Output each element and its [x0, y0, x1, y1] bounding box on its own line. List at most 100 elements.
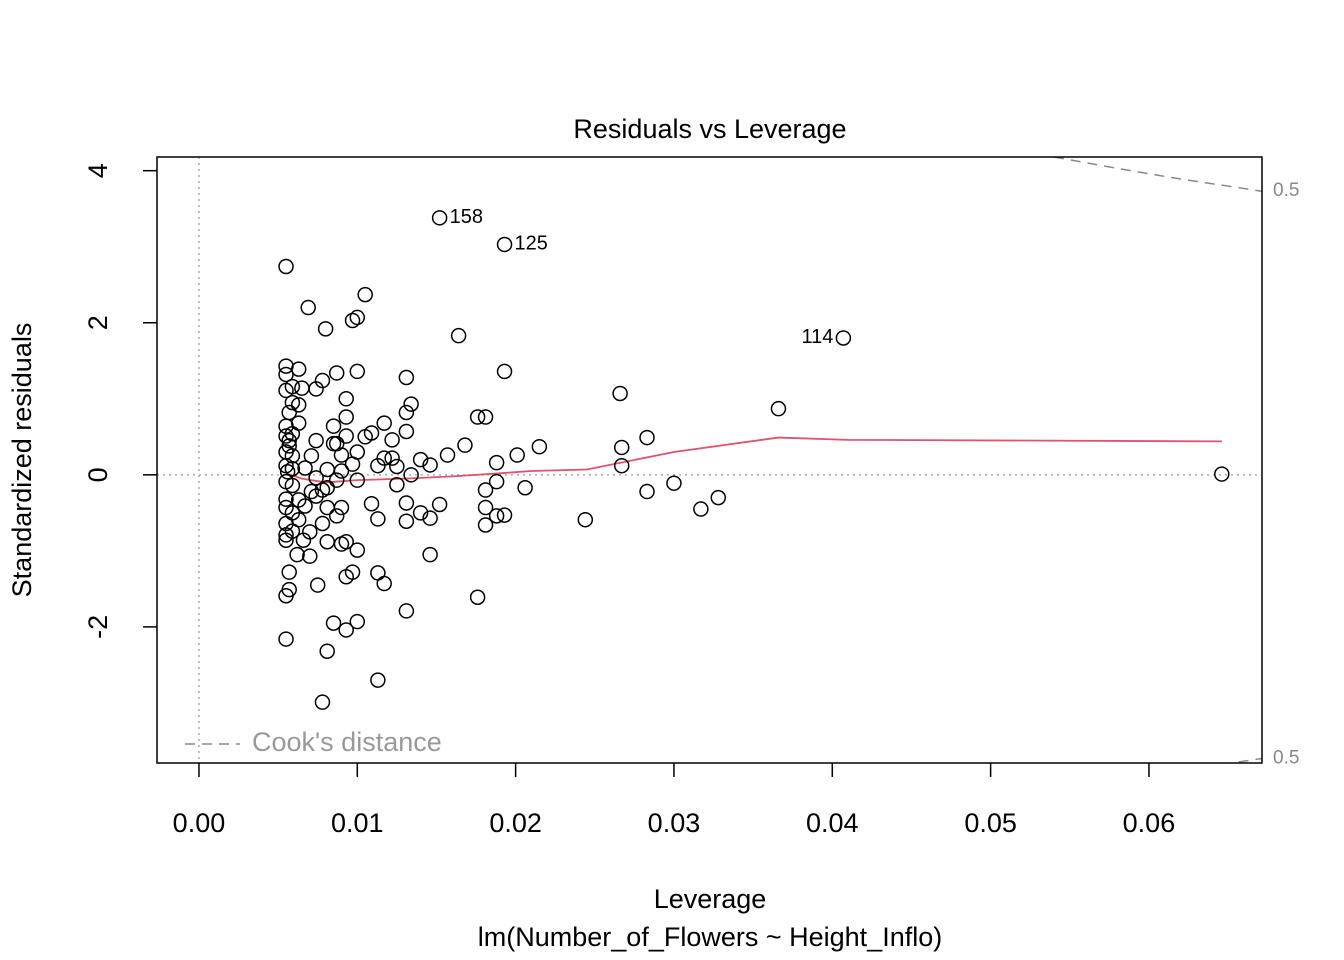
cooks-distance-line: [1053, 157, 1262, 192]
point: [835, 330, 852, 346]
point: [278, 358, 294, 374]
point: [278, 382, 294, 399]
point: [303, 448, 320, 464]
point: [338, 622, 354, 638]
point: [325, 435, 342, 452]
point: [398, 404, 415, 421]
y-tick-label: 2: [83, 315, 113, 330]
point: [278, 515, 294, 532]
smooth-line: [285, 436, 1222, 484]
point: [294, 380, 310, 396]
point: [349, 472, 366, 488]
x-tick-label: 0.05: [964, 808, 1017, 838]
point: [319, 643, 335, 659]
point: [488, 508, 505, 524]
point: [281, 438, 297, 454]
point: [457, 437, 473, 453]
point: [577, 511, 594, 528]
point: [431, 496, 448, 513]
point: [469, 589, 486, 605]
point: [363, 495, 380, 512]
point: [319, 499, 335, 516]
point: [328, 435, 345, 452]
point: [281, 564, 297, 580]
point: [370, 511, 386, 527]
point: [1214, 466, 1230, 482]
point: [384, 450, 400, 466]
y-tick-label: 0: [83, 467, 113, 482]
chart-title: Residuals vs Leverage: [573, 114, 846, 144]
cooks-level-label: 0.5: [1273, 180, 1299, 201]
point: [278, 457, 294, 474]
point: [328, 472, 345, 488]
point: [384, 432, 400, 448]
point: [290, 361, 307, 377]
point: [389, 458, 405, 475]
point: [278, 366, 294, 383]
point: [422, 457, 438, 473]
point: [314, 515, 331, 532]
point: [308, 470, 324, 486]
point: [308, 488, 324, 504]
point: [290, 397, 307, 413]
point: [389, 476, 405, 493]
point: [496, 236, 513, 253]
x-tick-label: 0.04: [806, 808, 859, 838]
point: [639, 483, 655, 500]
point: [370, 672, 386, 688]
cooks-distance-line: [1226, 757, 1262, 763]
point: [278, 428, 294, 444]
point: [488, 473, 505, 490]
point: [325, 418, 342, 434]
point: [344, 312, 361, 329]
point: [450, 327, 467, 344]
point-label: 125: [515, 233, 548, 255]
point: [290, 492, 307, 508]
point: [295, 532, 312, 548]
point: [770, 400, 787, 417]
point: [338, 568, 354, 585]
point: [333, 536, 350, 552]
point: [278, 532, 294, 548]
plot-frame: [156, 156, 1263, 764]
x-axis-label: Leverage: [654, 884, 767, 914]
point: [281, 432, 297, 449]
point: [496, 363, 513, 380]
point: [412, 505, 429, 521]
point: [370, 457, 386, 474]
point: [357, 429, 373, 445]
point: [488, 454, 505, 471]
point: [278, 631, 294, 647]
cooks-level-label: 0.5: [1273, 747, 1299, 768]
point: [612, 385, 628, 402]
point: [398, 369, 415, 386]
point: [302, 548, 318, 564]
point: [349, 613, 366, 630]
point: [403, 467, 419, 483]
point: [278, 473, 294, 490]
point: [338, 428, 354, 444]
y-axis-label: Standardized residuals: [7, 323, 37, 598]
y-tick-label: -2: [83, 615, 113, 639]
point: [398, 495, 415, 511]
point: [308, 432, 324, 449]
point: [412, 451, 429, 468]
point: [279, 464, 296, 480]
point: [281, 404, 297, 421]
point: [303, 483, 320, 500]
plot-area: [157, 157, 1262, 763]
point: [319, 461, 335, 478]
point: [531, 438, 548, 455]
point: [477, 517, 494, 533]
point: [338, 409, 354, 425]
point: [693, 501, 709, 517]
point: [710, 489, 727, 506]
point: [422, 510, 438, 526]
point: [338, 391, 354, 407]
point: [398, 423, 415, 440]
point: [284, 394, 301, 411]
point: [300, 299, 316, 316]
point: [357, 286, 373, 303]
point: [328, 508, 345, 524]
